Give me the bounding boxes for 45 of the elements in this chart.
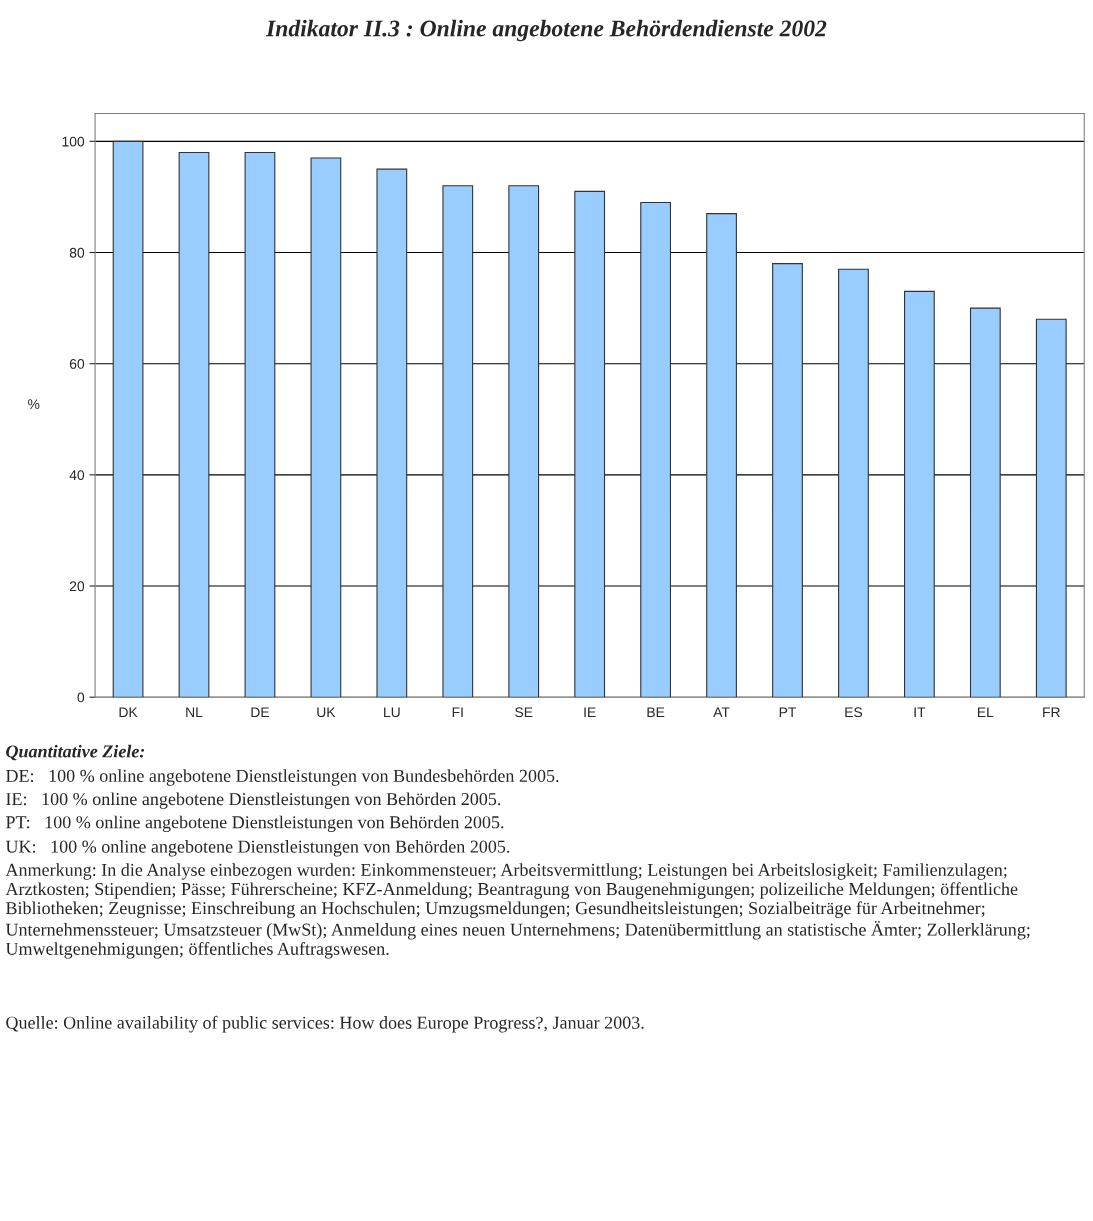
text: IE: 100 % online angebotene Dienstleistungen von Behörden 2005. [6, 792, 501, 809]
y-tick-label: 80 [69, 247, 85, 258]
text: DE: 100 % online angebotene Dienstleistungen von Bundesbehörden 2005. [5, 769, 559, 786]
text: UK: 100 % online angebotene Dienstleistungen von Behörden 2005. [5, 840, 510, 857]
bar [244, 151, 276, 698]
bar [310, 157, 342, 698]
y-tick-label: 0 [77, 692, 85, 703]
x-tick-label: SE [515, 707, 533, 718]
bar [508, 185, 540, 698]
bar [969, 307, 1001, 698]
y-axis-title: % [28, 399, 40, 410]
bar [574, 190, 606, 698]
x-tick-label: ES [845, 707, 863, 718]
x-tick-label: FR [1043, 707, 1060, 717]
x-tick-label: EL [977, 707, 994, 717]
x-tick-label: IE [584, 707, 596, 717]
bar [178, 151, 210, 698]
bar [838, 268, 869, 698]
y-tick-label: 60 [69, 359, 85, 369]
bar [112, 140, 144, 698]
bar [442, 185, 474, 698]
y-tick-label: 40 [69, 470, 85, 481]
bar [376, 168, 408, 698]
x-tick-label: NL [186, 707, 203, 717]
x-tick-label: LU [384, 707, 400, 718]
x-tick-label: DK [119, 707, 138, 717]
bar [772, 263, 803, 698]
bar [1035, 318, 1067, 698]
bar [640, 201, 672, 698]
source-note: Quelle: Online availability of public services: How does Europe Progress?, Januar 2003. [6, 1015, 644, 1033]
x-tick-label: AT [713, 707, 730, 717]
text: Quantitative Ziele: [6, 744, 145, 761]
y-tick-label: 100 [62, 136, 85, 147]
chart-title: Indikator II.3 : Online angebotene Behördendienste 2002 [265, 19, 827, 42]
y-tick-label: 20 [69, 581, 85, 592]
text: PT: 100 % online angebotene Dienstleistungen von Behörden 2005. [5, 815, 504, 833]
bar [706, 213, 737, 698]
x-tick-label: BE [647, 707, 665, 717]
x-tick-label: DE [251, 707, 269, 717]
x-tick-label: FI [452, 707, 463, 717]
x-tick-label: PT [779, 707, 797, 717]
x-tick-label: IT [914, 707, 926, 717]
bar [904, 290, 935, 698]
text: Anmerkung: In die Analyse einbezogen wurden: Einkommensteuer; Arbeitsvermittlung; Leistungen bei Arbeitslosigkeit; Familienzulagen; Arztkosten; Stipendien; Pässe; Führerscheine; KFZ-Anmeldung; Beantragung von Baugenehmigungen; polizeiliche Meldungen; öffentliche Bibliotheken; Zeugnisse; Einschreibung an Hochschulen; Umzugsmeldungen; Gesundheitsleistungen; Sozialbeiträge für Arbeitnehmer; Unternehmenssteuer; Umsatzsteuer (MwSt); Anmeldung eines neuen Unternehmens; Datenübermittlung an statistische Ämter; Zollerklärung; Umweltgenehmigungen; öffentliches Auftragswesen. [5, 863, 1030, 959]
x-tick-label: UK [317, 707, 336, 718]
